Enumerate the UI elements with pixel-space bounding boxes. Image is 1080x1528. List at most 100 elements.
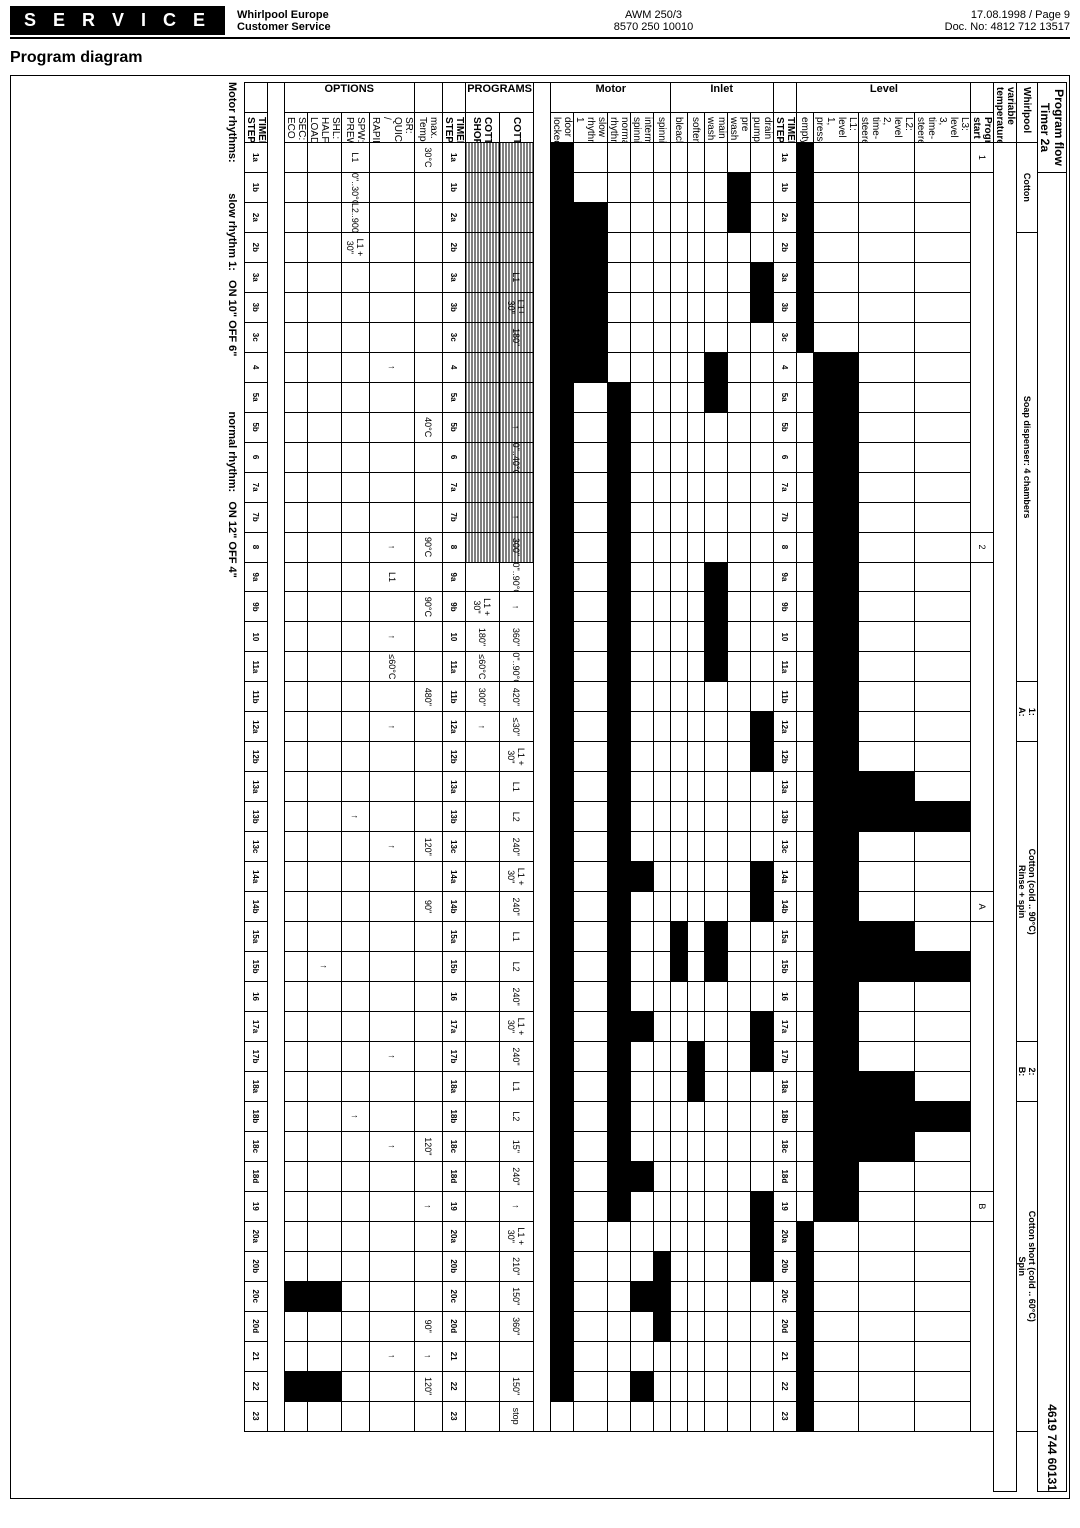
cell xyxy=(608,532,631,562)
cell xyxy=(466,1371,500,1401)
cell xyxy=(688,322,705,352)
cell xyxy=(415,502,443,532)
timer-step-cell: 8 xyxy=(245,532,268,562)
cell xyxy=(466,262,500,292)
cell xyxy=(370,1371,415,1401)
cell xyxy=(654,892,671,922)
timer-step-cell: 7b xyxy=(774,502,797,532)
cell xyxy=(500,352,534,382)
cell xyxy=(688,1401,705,1431)
timer-step-cell: 11a xyxy=(443,652,466,682)
cell xyxy=(285,1191,308,1221)
timer-step-cell: 2b xyxy=(774,232,797,262)
cell xyxy=(308,1311,342,1341)
cell: 30°C xyxy=(415,142,443,172)
cell xyxy=(705,712,728,742)
cell: 240" xyxy=(500,982,534,1012)
cell xyxy=(671,772,688,802)
cell xyxy=(797,1341,814,1371)
timer-step-cell: 15a xyxy=(443,922,466,952)
cell xyxy=(574,442,608,472)
cell xyxy=(705,862,728,892)
cell xyxy=(608,772,631,802)
cell xyxy=(466,1191,500,1221)
cell xyxy=(688,832,705,862)
cell xyxy=(415,382,443,412)
cell: 90°C xyxy=(415,532,443,562)
cell xyxy=(342,712,370,742)
cell xyxy=(415,562,443,592)
t-title-l: Program flow Timer 2a xyxy=(1038,83,1067,173)
cell xyxy=(688,1281,705,1311)
cell xyxy=(308,1131,342,1161)
timer-step-cell: 2b xyxy=(443,232,466,262)
cell xyxy=(671,1281,688,1311)
timer-step-cell: 1b xyxy=(245,172,268,202)
cell xyxy=(342,652,370,682)
side-options: OPTIONS xyxy=(325,83,375,95)
cell xyxy=(342,412,370,442)
cell xyxy=(814,652,859,682)
timer-step-cell: 20d xyxy=(443,1311,466,1341)
cell xyxy=(631,712,654,742)
row-ts3: TIMER STEP xyxy=(245,112,268,142)
cell xyxy=(370,1191,415,1221)
cell: ↑ xyxy=(342,802,370,832)
cell xyxy=(915,742,971,772)
cell xyxy=(671,1161,688,1191)
cell xyxy=(608,1161,631,1191)
cell xyxy=(915,832,971,862)
cell xyxy=(551,1371,574,1401)
cell xyxy=(574,892,608,922)
cell xyxy=(671,1101,688,1131)
cell xyxy=(728,1221,751,1251)
cell xyxy=(308,1191,342,1221)
t-title-r: 4619 744 60131 xyxy=(1038,172,1067,1491)
cell xyxy=(574,532,608,562)
cell xyxy=(342,1131,370,1161)
cell xyxy=(370,202,415,232)
cell xyxy=(814,772,859,802)
cell xyxy=(654,172,671,202)
cell xyxy=(797,472,814,502)
cell xyxy=(671,262,688,292)
cell xyxy=(751,382,774,412)
cell xyxy=(859,1251,915,1281)
timer-step-cell: 9a xyxy=(774,562,797,592)
cell xyxy=(342,562,370,592)
cell xyxy=(608,1401,631,1431)
cell xyxy=(671,862,688,892)
cell xyxy=(859,1042,915,1072)
cell xyxy=(608,142,631,172)
cell xyxy=(728,922,751,952)
cell xyxy=(797,352,814,382)
cell xyxy=(285,592,308,622)
cell xyxy=(574,322,608,352)
cell xyxy=(705,292,728,322)
cell xyxy=(705,442,728,472)
cell xyxy=(551,772,574,802)
cell xyxy=(797,802,814,832)
cell xyxy=(285,502,308,532)
timer-step-cell: 4 xyxy=(774,352,797,382)
cell xyxy=(415,322,443,352)
t-c4: Cotton (cold .. 90°C)Rinse + spin xyxy=(1017,742,1038,1042)
cell xyxy=(285,622,308,652)
timer-step-cell: 18d xyxy=(245,1161,268,1191)
timer-step-cell: 8 xyxy=(443,532,466,562)
cell xyxy=(814,322,859,352)
cell xyxy=(688,352,705,382)
cell xyxy=(671,202,688,232)
cell xyxy=(705,832,728,862)
cell xyxy=(574,352,608,382)
timer-step-cell: 20b xyxy=(245,1251,268,1281)
cell xyxy=(915,892,971,922)
cell xyxy=(859,832,915,862)
cell xyxy=(551,1131,574,1161)
cell xyxy=(608,1131,631,1161)
cell xyxy=(654,862,671,892)
cell xyxy=(574,1401,608,1431)
cell xyxy=(551,742,574,772)
cell xyxy=(285,1341,308,1371)
cell xyxy=(728,802,751,832)
